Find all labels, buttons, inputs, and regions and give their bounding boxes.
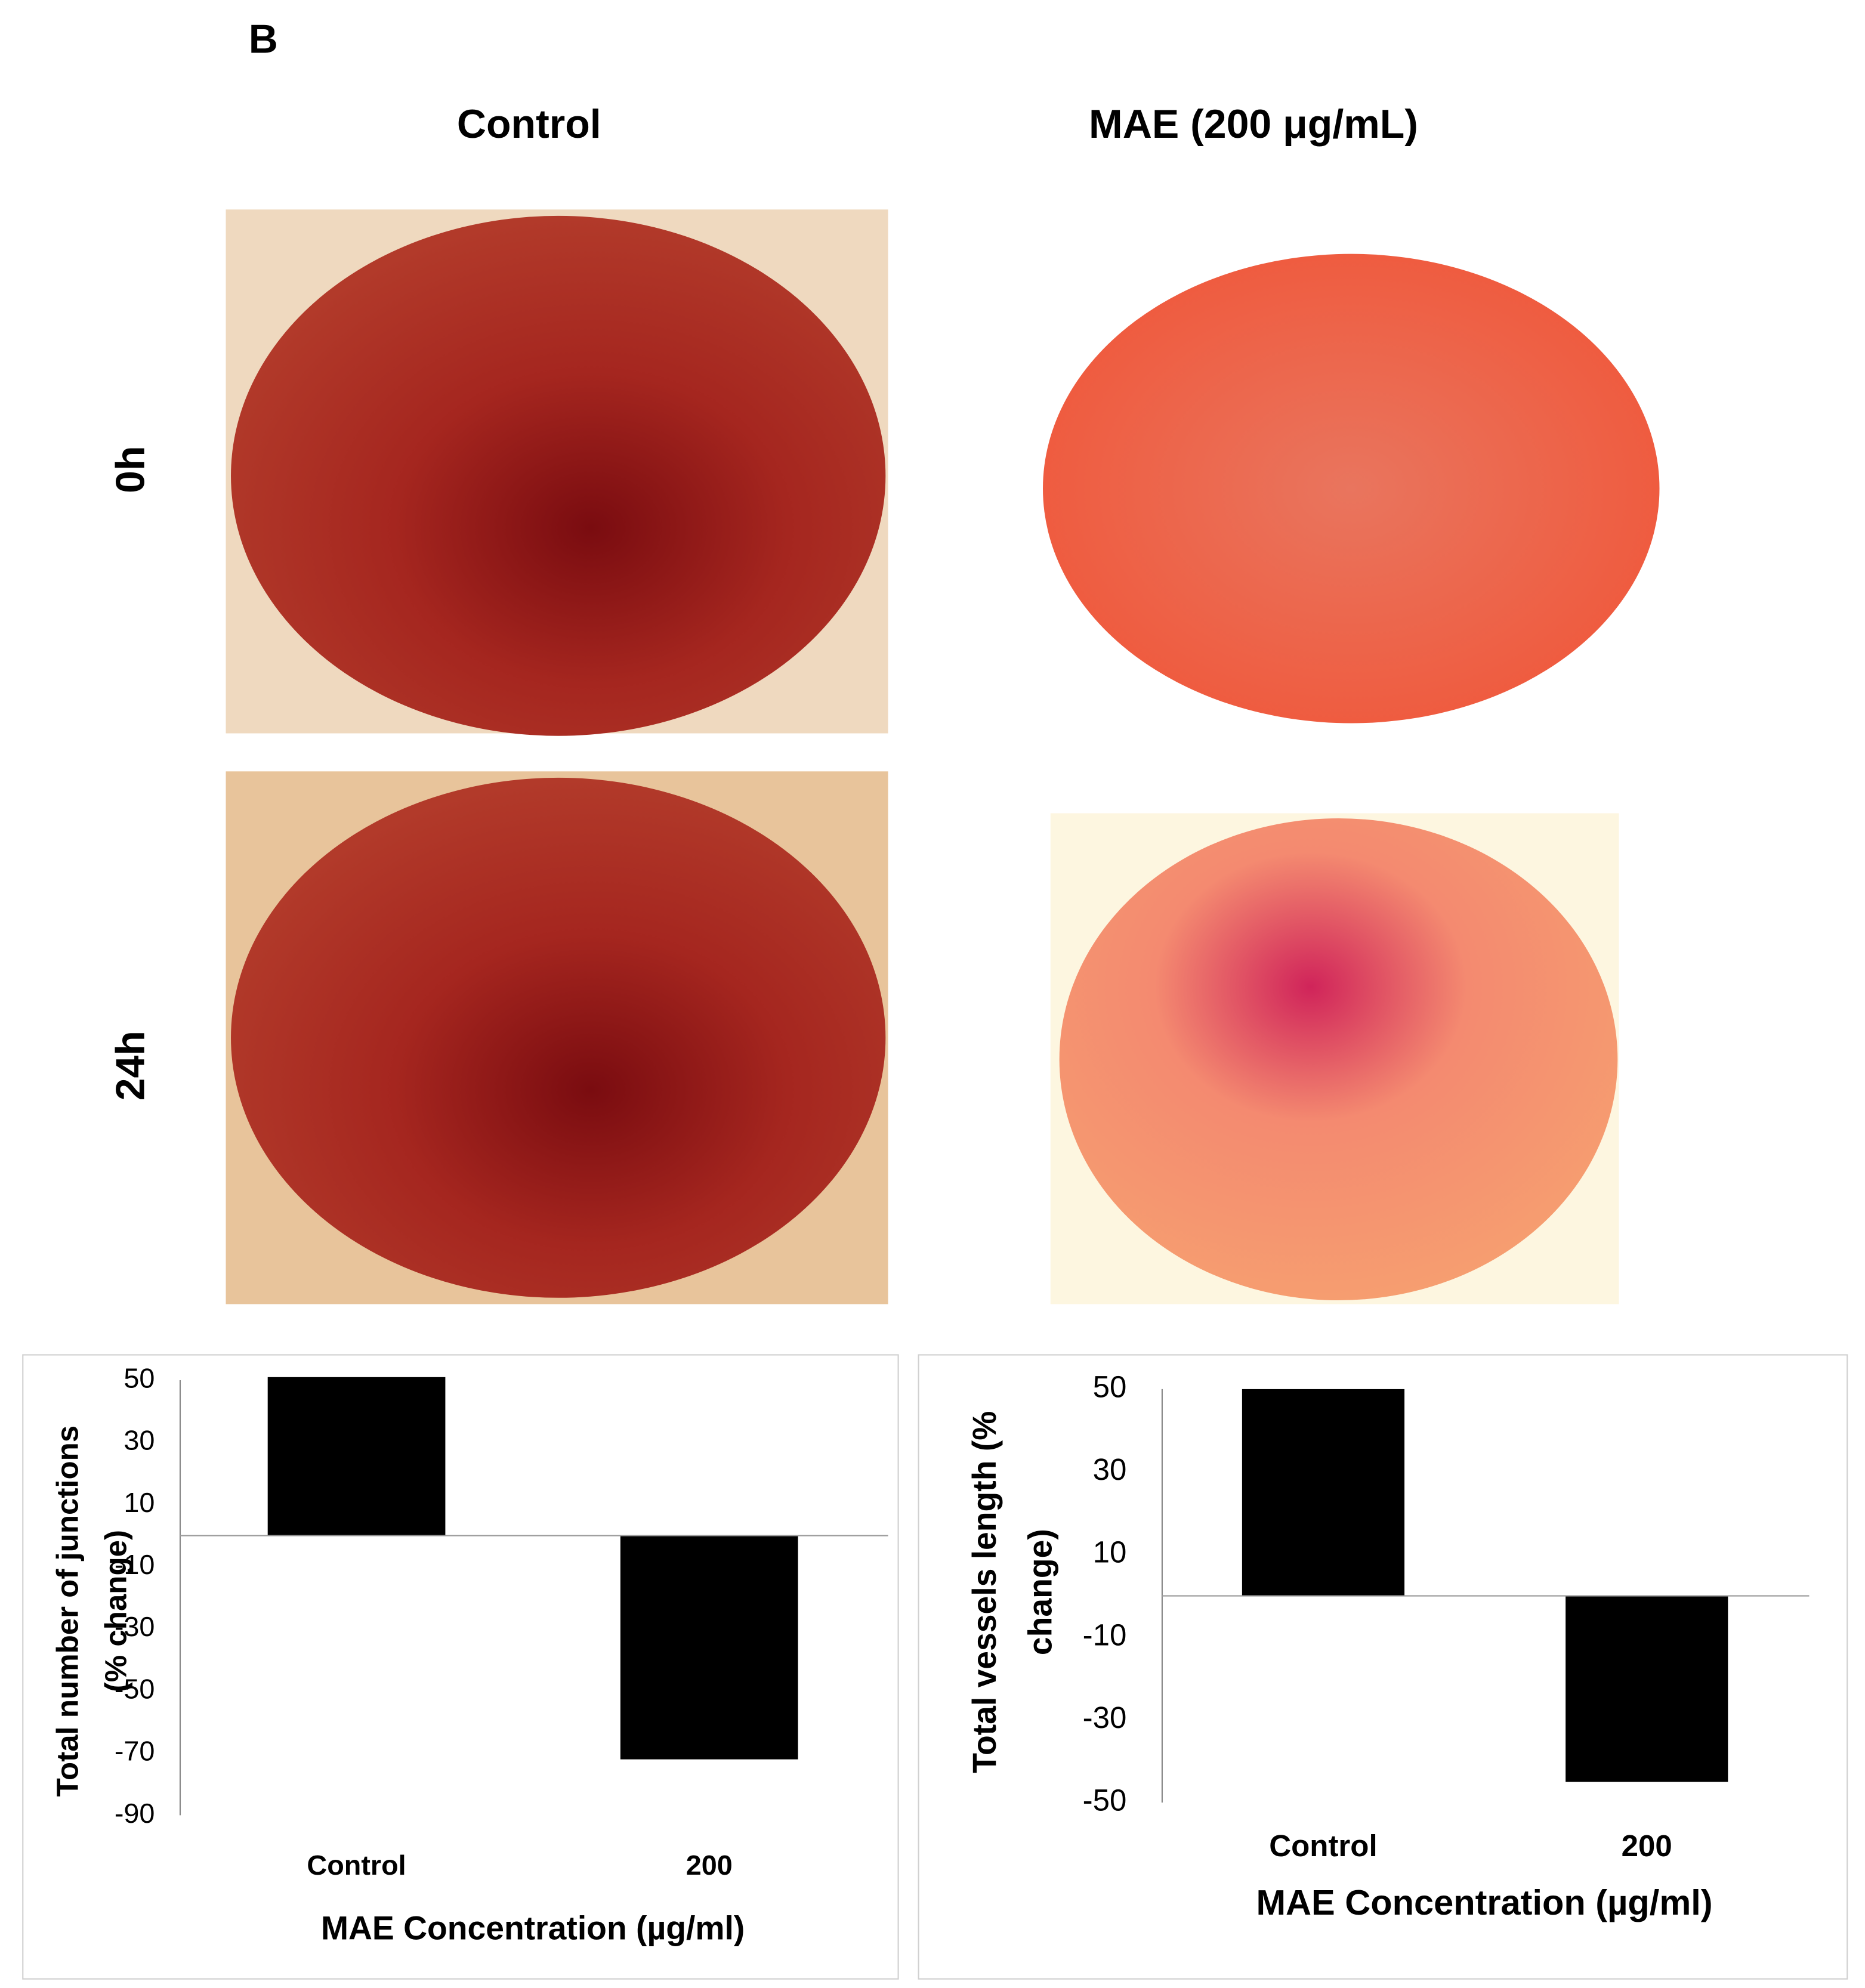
y-tick-label: -70 [115, 1736, 155, 1767]
column-heading: MAE (200 μg/mL) [1089, 101, 1418, 147]
panel-label: B [249, 17, 278, 62]
x-tick-label: Control [307, 1850, 406, 1881]
y-tick-label: 50 [1093, 1369, 1127, 1403]
y-axis-title: change) [1022, 1529, 1059, 1655]
y-axis-title: (% change) [98, 1530, 132, 1692]
y-tick-label: 50 [123, 1362, 155, 1393]
x-tick-label: 200 [1622, 1829, 1672, 1863]
x-axis-title: MAE Concentration (µg/ml) [321, 1910, 745, 1947]
photo [1027, 248, 1660, 727]
row-label: 24h [107, 1031, 153, 1100]
y-tick-label: -50 [1083, 1783, 1127, 1817]
bar [1242, 1389, 1405, 1596]
photo [1050, 813, 1619, 1304]
y-tick-label: -30 [1083, 1701, 1127, 1735]
x-tick-label: Control [1269, 1829, 1377, 1863]
chart-frame [22, 1354, 899, 1980]
y-tick-label: -10 [115, 1549, 155, 1580]
x-axis-title: MAE Concentration (µg/ml) [1256, 1882, 1712, 1922]
y-tick-label: 10 [123, 1487, 155, 1518]
x-tick-label: 200 [686, 1850, 733, 1881]
column-heading: Control [457, 101, 601, 147]
y-tick-label: -90 [115, 1798, 155, 1829]
y-tick-label: 30 [123, 1425, 155, 1456]
bar [620, 1535, 798, 1760]
photo [226, 209, 888, 736]
bar [1566, 1596, 1728, 1782]
y-tick-label: -10 [1083, 1618, 1127, 1652]
bar [267, 1377, 446, 1536]
y-axis-title: Total number of junctions [50, 1426, 84, 1797]
y-tick-label: -50 [115, 1673, 155, 1704]
y-tick-label: 30 [1093, 1452, 1127, 1486]
chart-frame [918, 1354, 1848, 1980]
photo [226, 771, 888, 1304]
y-axis-title: Total vessels length (% [966, 1411, 1003, 1773]
row-label: 0h [107, 446, 153, 493]
y-tick-label: 10 [1093, 1535, 1127, 1569]
y-tick-label: -30 [115, 1611, 155, 1642]
